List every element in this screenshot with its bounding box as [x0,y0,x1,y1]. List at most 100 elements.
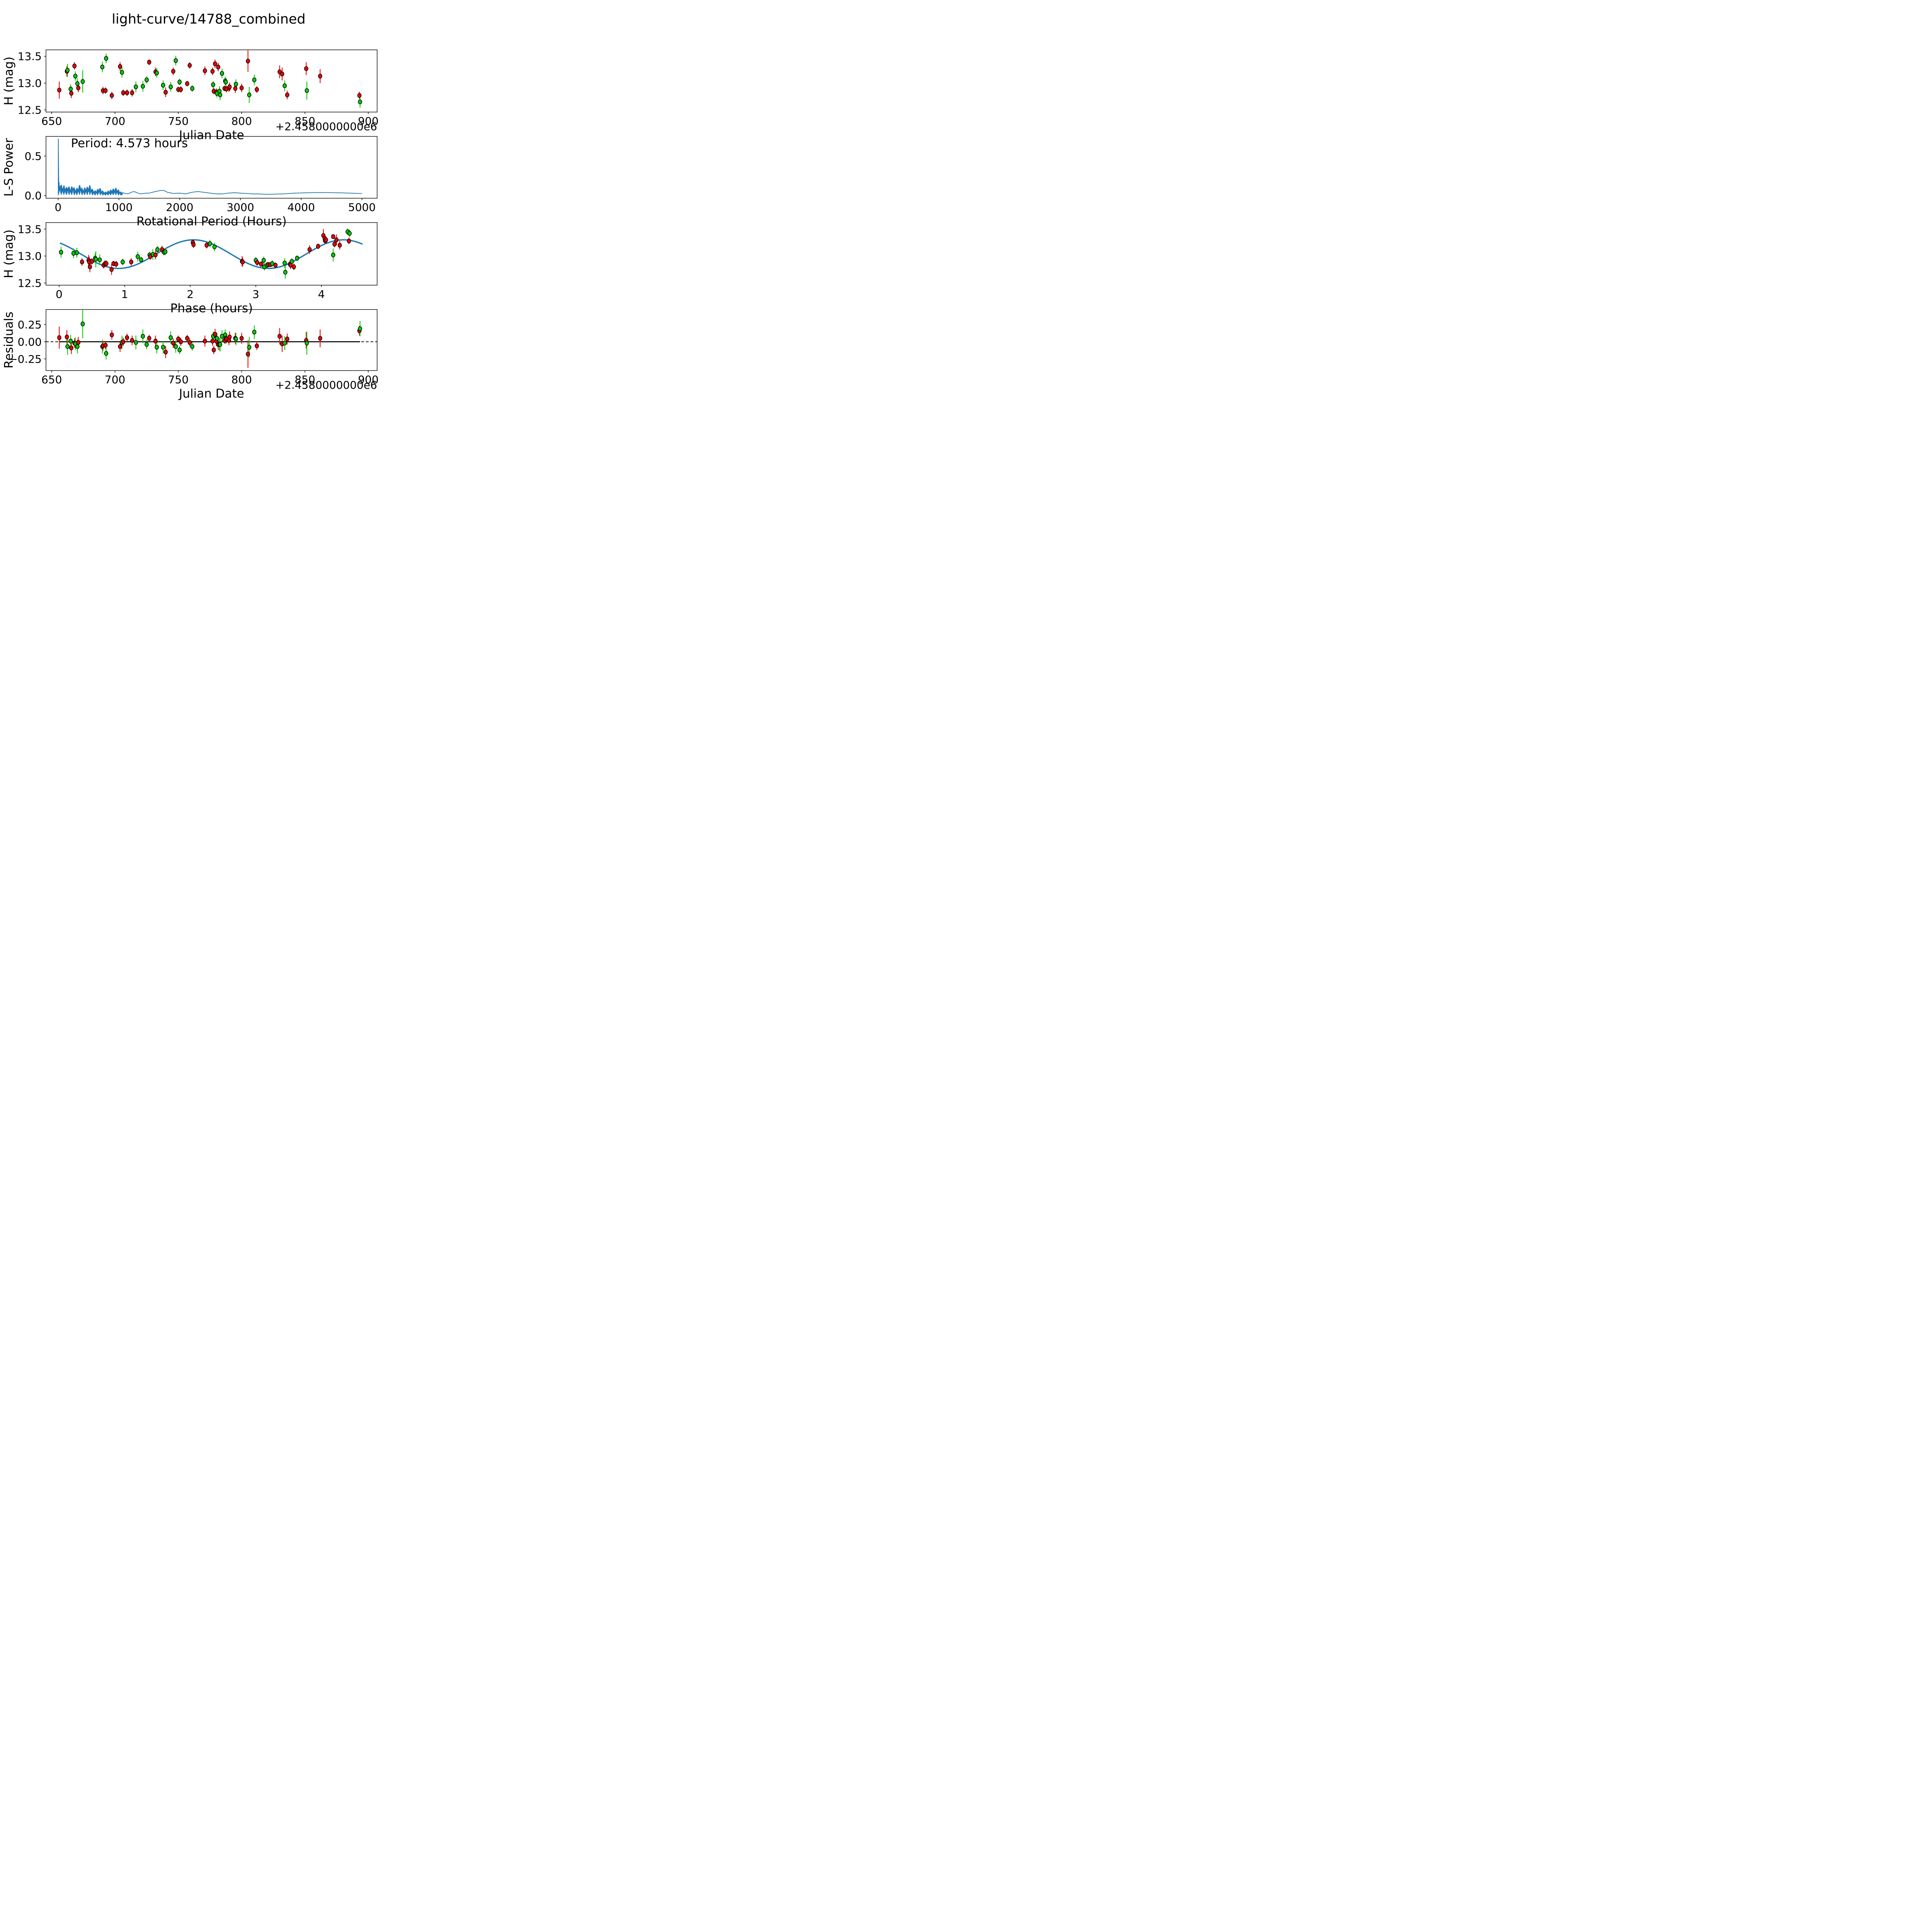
data-point-green [304,340,309,346]
data-point-green [331,252,335,257]
data-point-red [332,242,337,247]
data-point-red [210,338,215,344]
data-point-red [285,92,289,97]
axis-offset-text: +2.4580000000e6 [276,379,377,391]
data-point-red [246,58,250,64]
data-point-red [185,81,189,86]
data-point-green [161,345,165,350]
y-tick-label: 13.5 [18,223,42,236]
data-point-red [239,85,244,90]
data-point-green [247,345,252,350]
y-axis-label: H (mag) [2,56,16,105]
data-point-green [173,58,178,63]
x-tick-label: 0 [56,288,63,301]
data-point-green [59,250,63,255]
data-point-green [73,73,78,79]
data-point-green [136,254,140,259]
data-point-red [304,66,308,71]
data-point-red [233,86,238,91]
data-point-green [217,88,222,94]
data-point-red [259,262,263,267]
data-point-red [176,337,180,342]
data-point-green [104,351,109,356]
data-point-green [68,338,73,344]
data-point-green [134,340,138,345]
data-point-red [76,340,80,345]
data-point-green [247,92,252,97]
data-point-green [104,56,109,61]
data-point-green [234,82,238,87]
x-tick-label: 700 [105,373,125,386]
x-tick-label: 1000 [105,201,133,214]
data-point-red [239,336,244,341]
y-tick-label: 13.0 [18,77,42,90]
axes-frame [46,222,378,286]
data-point-red [163,349,168,355]
data-point-green [163,249,168,254]
data-point-red [227,334,232,340]
x-axis-label: Julian Date [178,387,244,401]
x-tick-label: 900 [358,115,378,128]
data-point-red [227,84,232,89]
y-tick-label: 0.00 [18,336,42,349]
data-point-red [255,343,259,349]
data-point-red [121,90,126,95]
data-point-green [168,335,173,340]
x-tick-label: 5000 [348,201,376,214]
y-tick-label: 0.5 [24,150,42,163]
data-point-red [240,259,245,265]
data-point-red [324,237,328,242]
data-point-red [179,339,183,344]
figure-title: light-curve/14788_combined [112,12,306,27]
x-tick-label: 4 [318,288,325,301]
data-point-green [94,257,98,262]
data-point-red [292,264,296,269]
data-point-red [187,340,192,345]
data-point-red [334,237,339,242]
data-point-green [215,336,219,341]
data-point-red [118,344,122,349]
data-point-red [130,338,134,343]
data-point-green [139,257,143,262]
data-point-red [90,259,94,264]
data-point-red [210,69,215,74]
data-point-green [358,326,362,331]
data-point-green [282,83,287,88]
x-axis-label: Rotational Period (Hours) [136,214,287,228]
data-point-red [202,68,207,73]
y-tick-label: 0.25 [18,318,42,331]
data-point-red [277,334,282,339]
data-point-red [246,352,250,357]
data-point-green [283,270,287,275]
data-point-red [80,259,84,265]
data-point-red [153,338,158,344]
panel-phase-folded: 0 1 2 3 4 13.5 13.0 12.5H (mag) Phase (hours) [2,222,378,315]
data-point-red [57,335,61,340]
panel-residuals: 650 700 750 800 850 900 0.25 0.00 −0.25Residuals… [2,309,379,401]
data-point-green [282,340,287,346]
data-point-red [179,87,183,92]
data-point-red [57,87,61,93]
data-point-green [71,251,76,256]
data-point-red [191,242,196,247]
axes-frame [46,309,378,371]
data-point-green [65,344,70,349]
x-tick-label: 2 [187,288,194,301]
data-point-green [161,83,165,88]
data-point-red [69,91,73,96]
x-tick-label: 900 [358,373,378,386]
y-tick-label: 12.5 [18,277,42,289]
x-tick-label: 650 [41,373,62,386]
data-point-green [145,342,149,347]
axes-frame [46,49,378,112]
data-point-red [185,336,189,341]
x-tick-label: 0 [55,201,62,214]
data-point-red [110,332,114,337]
data-point-red [65,334,69,340]
data-point-green [177,80,182,85]
data-point-red [255,260,259,265]
y-tick-label: −0.25 [9,353,42,366]
data-point-green [224,80,228,85]
data-point-red [285,337,289,342]
